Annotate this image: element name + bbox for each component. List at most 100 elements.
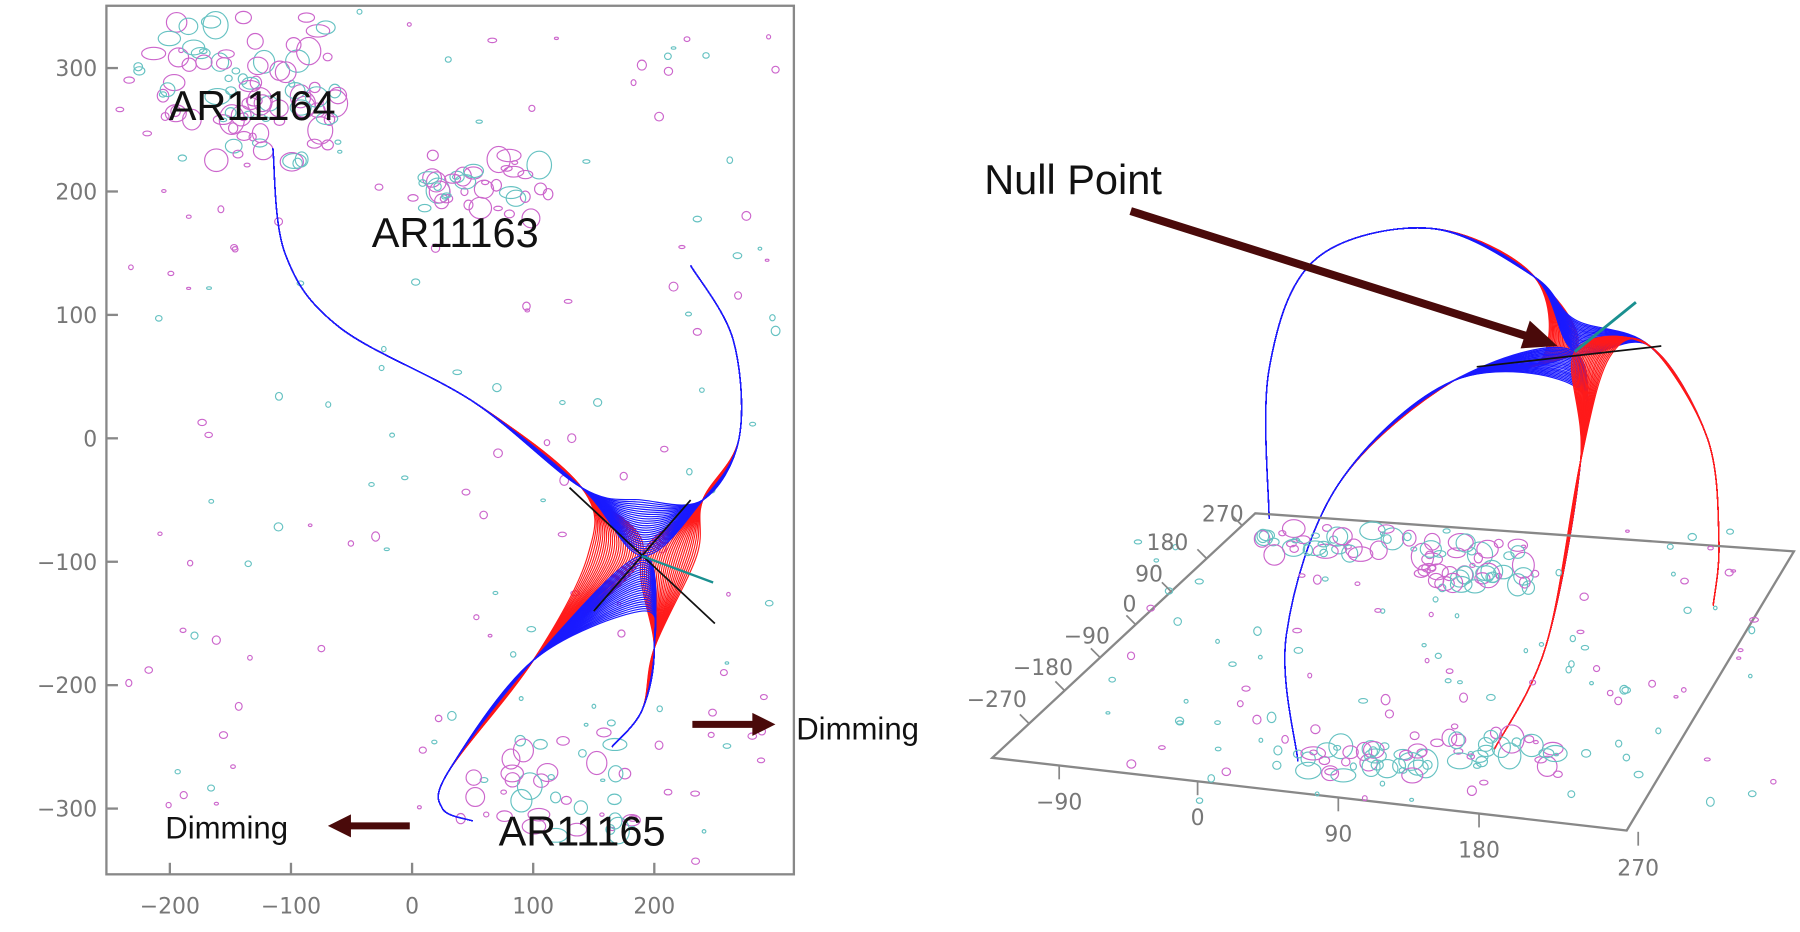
field-line-blue — [1284, 355, 1589, 762]
negative-contour — [430, 243, 441, 253]
negative-contour — [422, 168, 443, 188]
negative-contour — [1263, 544, 1286, 566]
x-tick-label: −100 — [261, 895, 321, 920]
field-line-blue — [272, 148, 743, 527]
positive-contour — [1214, 720, 1221, 726]
positive-contour — [1747, 790, 1757, 798]
positive-contour — [692, 215, 703, 223]
negative-contour — [726, 591, 731, 597]
positive-contour — [1477, 736, 1494, 752]
negative-contour — [654, 111, 665, 122]
positive-contour — [1747, 673, 1753, 679]
positive-contour — [602, 737, 628, 752]
negative-contour — [204, 148, 229, 173]
positive-contour — [698, 387, 705, 393]
negative-contour — [563, 298, 573, 304]
negative-contour — [238, 80, 261, 93]
positive-contour — [225, 86, 237, 96]
negative-contour — [161, 188, 167, 193]
positive-contour — [1475, 755, 1489, 768]
negative-contour — [764, 258, 770, 262]
positive-contour — [1380, 527, 1405, 551]
negative-contour — [406, 22, 412, 27]
negative-contour — [444, 173, 462, 184]
field-line-blue — [272, 148, 743, 522]
positive-contour — [526, 625, 537, 633]
positive-contour — [244, 560, 252, 568]
side-axis-tick-mark — [1090, 647, 1101, 659]
positive-contour — [607, 793, 622, 806]
field-line-blue — [1265, 227, 1720, 606]
positive-contour — [1412, 748, 1439, 779]
positive-contour — [770, 325, 781, 337]
y-tick-label: 300 — [55, 57, 97, 82]
positive-contour — [749, 421, 757, 427]
negative-contour — [181, 57, 197, 72]
positive-contour — [389, 432, 396, 438]
positive-contour — [1341, 544, 1359, 563]
positive-contour — [1133, 539, 1143, 545]
negative-contour — [1533, 739, 1539, 745]
positive-contour — [1368, 746, 1379, 757]
x-tick-label: −200 — [140, 895, 200, 920]
negative-contour — [289, 84, 312, 109]
positive-contour — [1615, 739, 1623, 748]
negative-contour — [630, 79, 637, 87]
positive-contour — [1295, 761, 1322, 780]
field-line-red — [1265, 227, 1568, 762]
negative-contour — [162, 74, 186, 92]
positive-contour — [1326, 526, 1349, 547]
negative-contour — [543, 439, 551, 447]
positive-contour — [1542, 744, 1568, 763]
negative-contour — [160, 111, 170, 122]
positive-contour — [252, 49, 276, 74]
positive-contour — [1359, 521, 1386, 541]
field-line-blue — [1265, 227, 1720, 606]
positive-contour — [509, 651, 517, 658]
positive-contour — [600, 778, 606, 783]
positive-contour — [1486, 693, 1496, 702]
negative-contour — [599, 812, 605, 817]
positive-contour — [1207, 774, 1216, 783]
positive-contour — [479, 777, 489, 784]
field-line-blue — [1265, 227, 1720, 606]
positive-contour — [757, 246, 763, 251]
positive-contour — [334, 139, 342, 145]
negative-contour — [481, 179, 490, 186]
negative-contour — [534, 182, 548, 196]
positive-contour — [154, 314, 163, 322]
negative-contour — [1625, 529, 1630, 533]
side-axis-tick-mark — [1232, 515, 1243, 527]
negative-contour — [1312, 543, 1339, 559]
negative-contour — [1221, 767, 1232, 777]
positive-contour — [724, 661, 730, 665]
positive-contour — [325, 401, 332, 408]
negative-contour — [517, 169, 534, 180]
positive-contour — [431, 739, 438, 745]
negative-contour — [1703, 757, 1711, 762]
field-line-blue — [1284, 360, 1589, 762]
positive-contour — [1317, 540, 1330, 548]
negative-contour — [236, 130, 252, 142]
positive-contour — [368, 481, 375, 487]
field-line-blue — [272, 148, 743, 557]
field-line-blue — [272, 148, 743, 518]
negative-contour — [493, 205, 503, 212]
positive-contour — [1538, 641, 1545, 647]
negative-contour — [144, 666, 154, 674]
negative-contour — [1300, 746, 1327, 761]
positive-contour — [518, 696, 524, 702]
positive-contour — [1633, 770, 1644, 779]
negative-contour — [766, 34, 772, 40]
positive-contour — [629, 826, 636, 830]
positive-contour — [1228, 661, 1237, 667]
negative-contour — [660, 445, 669, 453]
field-line-blue — [272, 148, 743, 515]
positive-contour — [1486, 571, 1500, 584]
negative-contour — [1450, 723, 1459, 730]
negative-contour — [186, 559, 194, 567]
negative-contour — [542, 187, 554, 201]
negative-contour — [418, 746, 427, 754]
positive-contour — [207, 784, 216, 792]
positive-contour — [547, 773, 555, 781]
